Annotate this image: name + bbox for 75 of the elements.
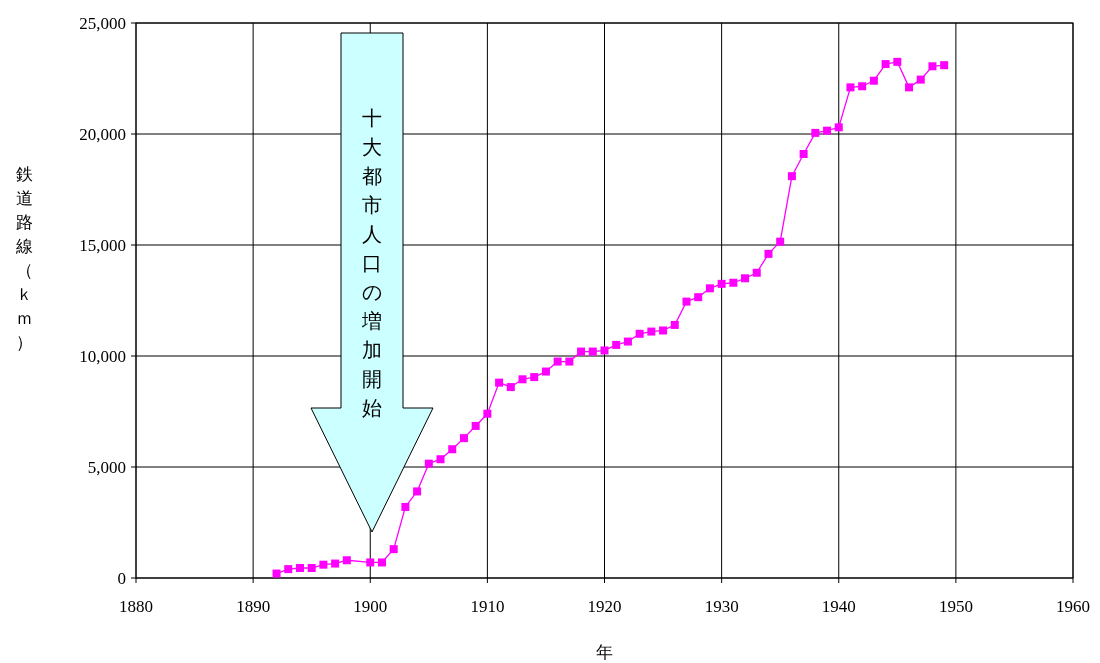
point <box>612 340 621 349</box>
point <box>588 347 597 356</box>
y-tick-label: 5,000 <box>87 458 126 477</box>
point <box>799 149 808 158</box>
point <box>659 326 668 335</box>
point <box>670 320 679 329</box>
point <box>705 284 714 293</box>
point <box>401 502 410 511</box>
point <box>331 559 340 568</box>
x-tick-label: 1940 <box>821 597 856 616</box>
point <box>928 62 937 71</box>
point <box>448 445 457 454</box>
x-tick-label: 1950 <box>938 597 973 616</box>
point <box>858 82 867 91</box>
point <box>647 327 656 336</box>
point <box>342 556 351 565</box>
point <box>506 383 515 392</box>
point <box>424 459 433 468</box>
point <box>483 409 492 418</box>
point <box>811 128 820 137</box>
point <box>436 455 445 464</box>
y-tick-label: 20,000 <box>79 125 126 144</box>
point <box>600 346 609 355</box>
point <box>518 375 527 384</box>
point <box>389 545 398 554</box>
point <box>565 357 574 366</box>
point <box>752 268 761 277</box>
y-tick-label: 10,000 <box>79 347 126 366</box>
point <box>834 123 843 132</box>
y-tick-label: 15,000 <box>79 236 126 255</box>
point <box>413 487 422 496</box>
point <box>541 367 550 376</box>
point <box>471 421 480 430</box>
point <box>764 249 773 258</box>
point <box>682 297 691 306</box>
x-tick-label: 1900 <box>353 597 388 616</box>
point <box>869 76 878 85</box>
point <box>776 237 785 246</box>
point <box>495 378 504 387</box>
point <box>787 172 796 181</box>
point <box>635 329 644 338</box>
point <box>459 434 468 443</box>
point <box>846 83 855 92</box>
point <box>530 373 539 382</box>
y-tick-label: 25,000 <box>79 14 126 33</box>
point <box>893 57 902 66</box>
point <box>577 347 586 356</box>
point <box>881 60 890 69</box>
point <box>694 293 703 302</box>
point <box>553 357 562 366</box>
point <box>307 564 316 573</box>
point <box>729 278 738 287</box>
point <box>366 558 375 567</box>
point <box>916 75 925 84</box>
x-tick-label: 1890 <box>236 597 271 616</box>
point <box>377 558 386 567</box>
x-axis-title: 年 <box>596 643 613 662</box>
point <box>823 126 832 135</box>
x-tick-label: 1880 <box>119 597 153 616</box>
point <box>905 83 914 92</box>
y-axis-title: 鉄道路線（ｋｍ） <box>14 165 33 352</box>
x-tick-label: 1920 <box>587 597 622 616</box>
point <box>717 279 726 288</box>
point <box>741 274 750 283</box>
x-tick-label: 1930 <box>704 597 739 616</box>
text: 十大都市人口の増加開始 <box>362 107 382 419</box>
point <box>272 569 281 578</box>
point <box>295 564 304 573</box>
point <box>284 565 293 574</box>
x-tick-label: 1910 <box>470 597 505 616</box>
y-tick-label: 0 <box>117 569 126 588</box>
point <box>623 337 632 346</box>
point <box>319 560 328 569</box>
point <box>940 61 949 70</box>
x-tick-label: 1960 <box>1056 597 1090 616</box>
